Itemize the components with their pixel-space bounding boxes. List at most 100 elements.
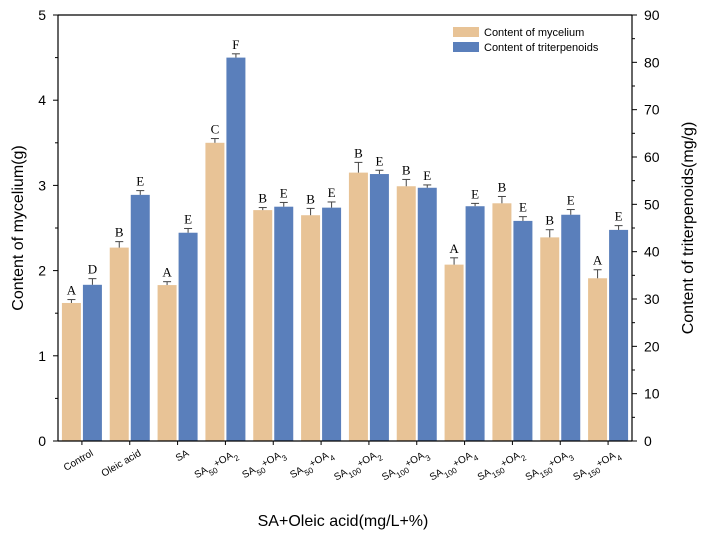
significance-letter-mycelium-3: C — [211, 122, 220, 137]
bar-mycelium-3 — [205, 142, 225, 442]
significance-letter-mycelium-9: B — [498, 179, 507, 194]
bar-mycelium-2 — [157, 285, 177, 441]
error-bar-triterpenoids-5 — [327, 201, 336, 208]
y-axis-title-left: Content of mycelium(g) — [10, 145, 27, 310]
y-tick-label-right-5: 50 — [644, 196, 660, 212]
y-tick-label-right-0: 0 — [644, 433, 652, 449]
x-tick-label-11: SA150+OA4 — [572, 448, 624, 487]
bar-triterpenoids-7 — [417, 187, 437, 441]
legend-label-triterpenoids: Content of triterpenoids — [484, 42, 599, 54]
significance-letter-triterpenoids-6: E — [375, 153, 383, 168]
significance-letter-triterpenoids-8: E — [471, 186, 479, 201]
error-bar-mycelium-6 — [354, 161, 363, 173]
significance-letter-mycelium-4: B — [258, 191, 267, 206]
bar-triterpenoids-4 — [274, 206, 294, 441]
error-bar-triterpenoids-8 — [471, 202, 480, 207]
error-bar-triterpenoids-11 — [614, 225, 623, 230]
significance-letter-mycelium-5: B — [306, 191, 315, 206]
error-bar-triterpenoids-7 — [423, 184, 432, 188]
bar-mycelium-5 — [301, 215, 321, 441]
x-tick-label-9: SA150+OA2 — [476, 448, 528, 487]
y-tick-label-left-5: 5 — [38, 7, 46, 23]
significance-letter-triterpenoids-9: E — [519, 200, 527, 215]
significance-letter-mycelium-10: B — [545, 213, 554, 228]
bar-mycelium-0 — [61, 302, 81, 441]
error-bar-triterpenoids-4 — [279, 201, 288, 207]
bars-layer — [61, 57, 629, 442]
error-bar-mycelium-5 — [306, 207, 315, 216]
significance-letter-mycelium-6: B — [354, 145, 363, 160]
error-bar-mycelium-10 — [545, 229, 554, 238]
legend-swatch-mycelium — [453, 27, 479, 37]
significance-letter-mycelium-1: B — [115, 225, 124, 240]
x-tick-label-4: SA50+OA3 — [241, 448, 289, 484]
legend-label-mycelium: Content of mycelium — [484, 27, 584, 39]
bar-mycelium-1 — [109, 247, 129, 441]
bar-mycelium-8 — [444, 264, 464, 441]
error-bar-mycelium-11 — [593, 269, 602, 279]
error-bar-triterpenoids-6 — [375, 169, 384, 175]
bar-triterpenoids-8 — [465, 206, 485, 441]
bar-mycelium-10 — [540, 237, 560, 441]
bar-triterpenoids-2 — [178, 232, 198, 441]
error-bar-triterpenoids-0 — [88, 278, 97, 285]
bar-triterpenoids-3 — [226, 57, 246, 441]
error-bar-triterpenoids-10 — [566, 209, 575, 215]
y-tick-label-left-3: 3 — [38, 177, 46, 193]
significance-letter-triterpenoids-3: F — [232, 37, 239, 52]
y-tick-label-right-1: 10 — [644, 386, 660, 402]
bar-triterpenoids-5 — [322, 207, 342, 441]
error-bar-mycelium-9 — [497, 195, 506, 204]
y-tick-label-right-8: 80 — [644, 54, 660, 70]
significance-letter-triterpenoids-11: E — [615, 209, 623, 224]
x-tick-label-8: SA100+OA4 — [428, 448, 480, 487]
x-tick-label-6: SA100+OA2 — [332, 448, 384, 487]
y-tick-label-left-1: 1 — [38, 348, 46, 364]
bar-triterpenoids-9 — [513, 220, 533, 441]
y-tick-label-right-3: 30 — [644, 291, 660, 307]
y-tick-label-right-9: 90 — [644, 7, 660, 23]
x-tick-label-3: SA50+OA2 — [193, 448, 241, 484]
significance-letter-mycelium-2: A — [162, 265, 172, 280]
bar-mycelium-4 — [253, 210, 273, 441]
error-bar-triterpenoids-3 — [231, 53, 240, 58]
bar-triterpenoids-10 — [561, 214, 581, 441]
significance-letter-triterpenoids-7: E — [423, 168, 431, 183]
y-tick-label-left-0: 0 — [38, 433, 46, 449]
error-bar-triterpenoids-2 — [184, 227, 193, 233]
y-tick-label-right-4: 40 — [644, 244, 660, 260]
bar-mycelium-9 — [492, 203, 512, 441]
bar-mycelium-7 — [396, 186, 416, 441]
x-tick-label-7: SA100+OA3 — [380, 448, 432, 487]
y-tick-label-right-2: 20 — [644, 338, 660, 354]
error-bar-mycelium-0 — [67, 299, 76, 303]
significance-letter-mycelium-7: B — [402, 162, 411, 177]
x-tick-label-1: Oleic acid — [100, 448, 144, 479]
error-bars-layer — [67, 53, 623, 303]
significance-letter-triterpenoids-10: E — [567, 193, 575, 208]
x-tick-label-10: SA150+OA3 — [524, 448, 576, 487]
significance-letter-triterpenoids-1: E — [136, 174, 144, 189]
bar-triterpenoids-0 — [82, 284, 102, 441]
error-bar-mycelium-3 — [210, 138, 219, 143]
significance-letter-triterpenoids-4: E — [280, 185, 288, 200]
x-tick-label-5: SA50+OA4 — [288, 448, 336, 484]
bar-mycelium-6 — [348, 172, 368, 441]
y-tick-label-right-6: 60 — [644, 149, 660, 165]
bar-mycelium-11 — [588, 278, 608, 441]
error-bar-triterpenoids-1 — [136, 190, 145, 195]
bar-triterpenoids-1 — [130, 194, 150, 441]
x-axis-title: SA+Oleic acid(mg/L+%) — [258, 513, 429, 530]
error-bar-mycelium-2 — [163, 281, 172, 286]
bar-triterpenoids-6 — [369, 174, 389, 442]
significance-letter-mycelium-11: A — [593, 253, 603, 268]
legend-swatch-triterpenoids — [453, 42, 479, 52]
y-axis-title-right: Content of triterpenoids(mg/g) — [680, 122, 697, 335]
significance-letter-mycelium-8: A — [449, 241, 459, 256]
error-bar-mycelium-4 — [258, 207, 267, 211]
y-tick-label-left-4: 4 — [38, 92, 46, 108]
significance-letter-triterpenoids-5: E — [328, 185, 336, 200]
significance-letter-triterpenoids-0: D — [88, 262, 97, 277]
